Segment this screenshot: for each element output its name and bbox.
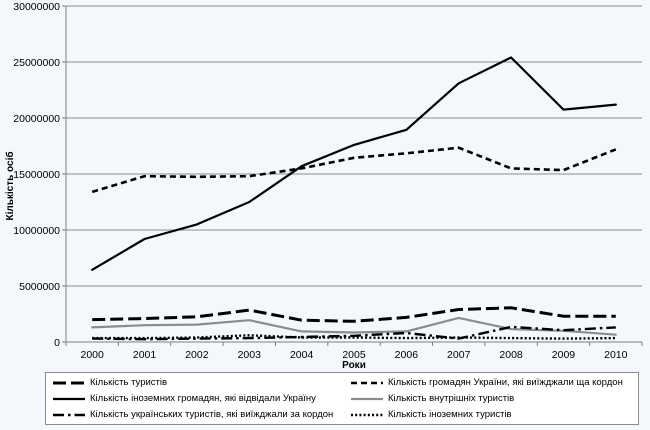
series-line-2 bbox=[91, 146, 617, 194]
axes bbox=[65, 6, 643, 346]
y-tick-label: 15000000 bbox=[13, 169, 60, 181]
legend-label: Кількість внутрішніх туристів bbox=[388, 393, 515, 404]
series-line-5 bbox=[92, 325, 616, 341]
series-line-1 bbox=[92, 306, 616, 323]
y-tick-label: 0 bbox=[54, 337, 60, 349]
legend-swatch bbox=[351, 413, 383, 417]
legend-item-2: Кількість громадян України, які виїжджал… bbox=[350, 376, 623, 390]
legend-label: Кількість туристів bbox=[90, 377, 168, 388]
x-tick-labels: 2000 2001 2002 2003 2004 2005 2006 2007 2008 2009… bbox=[81, 349, 628, 361]
x-tick-label: 2008 bbox=[499, 349, 523, 361]
gridlines bbox=[62, 5, 642, 343]
legend-swatch bbox=[53, 397, 85, 401]
y-tick-label: 10000000 bbox=[13, 225, 60, 237]
series-lines bbox=[91, 56, 617, 341]
x-tick-label: 2005 bbox=[342, 349, 366, 361]
legend-label: Кількість іноземних туристів bbox=[388, 409, 512, 420]
x-axis-label: Роки bbox=[342, 360, 366, 371]
x-tick-label: 2004 bbox=[290, 349, 314, 361]
legend-swatch bbox=[351, 381, 383, 385]
y-tick-labels: 0 5000000 10000000 15000000 20000000 25000000… bbox=[13, 1, 60, 349]
legend-item-1: Кількість туристів bbox=[52, 376, 167, 390]
x-tick-label: 2009 bbox=[552, 349, 576, 361]
x-tick-label: 2000 bbox=[81, 349, 105, 361]
legend-swatch bbox=[351, 397, 383, 401]
x-tick-label: 2007 bbox=[447, 349, 471, 361]
y-axis-label: Кількість осіб bbox=[4, 151, 16, 220]
legend-item-4: Кількість внутрішніх туристів bbox=[350, 392, 514, 406]
x-tick-label: 2001 bbox=[133, 349, 157, 361]
legend-label: Кількість громадян України, які виїжджал… bbox=[388, 377, 623, 388]
x-tick-label: 2003 bbox=[238, 349, 262, 361]
series-line-6 bbox=[92, 334, 616, 340]
x-tick-label: 2010 bbox=[604, 349, 628, 361]
legend-swatch bbox=[53, 381, 85, 385]
legend-swatch bbox=[53, 413, 85, 417]
series-line-3 bbox=[91, 56, 617, 271]
series-line-4 bbox=[91, 316, 617, 336]
y-tick-label: 5000000 bbox=[19, 281, 60, 293]
y-tick-label: 30000000 bbox=[13, 1, 60, 13]
y-tick-label: 25000000 bbox=[13, 57, 60, 69]
x-tick-label: 2006 bbox=[395, 349, 419, 361]
line-chart: 0 5000000 10000000 15000000 20000000 25000000… bbox=[4, 1, 643, 371]
x-tick-label: 2002 bbox=[185, 349, 209, 361]
legend-item-6: Кількість іноземних туристів bbox=[350, 408, 512, 422]
legend-label: Кількість українських туристів, які виїж… bbox=[90, 409, 334, 420]
chart-legend: Кількість туристів Кількість громадян Укр… bbox=[45, 372, 639, 425]
legend-item-3: Кількість іноземних громадян, які відвід… bbox=[52, 392, 316, 406]
y-tick-label: 20000000 bbox=[13, 113, 60, 125]
legend-item-5: Кількість українських туристів, які виїж… bbox=[52, 408, 333, 422]
legend-label: Кількість іноземних громадян, які відвід… bbox=[90, 393, 316, 404]
